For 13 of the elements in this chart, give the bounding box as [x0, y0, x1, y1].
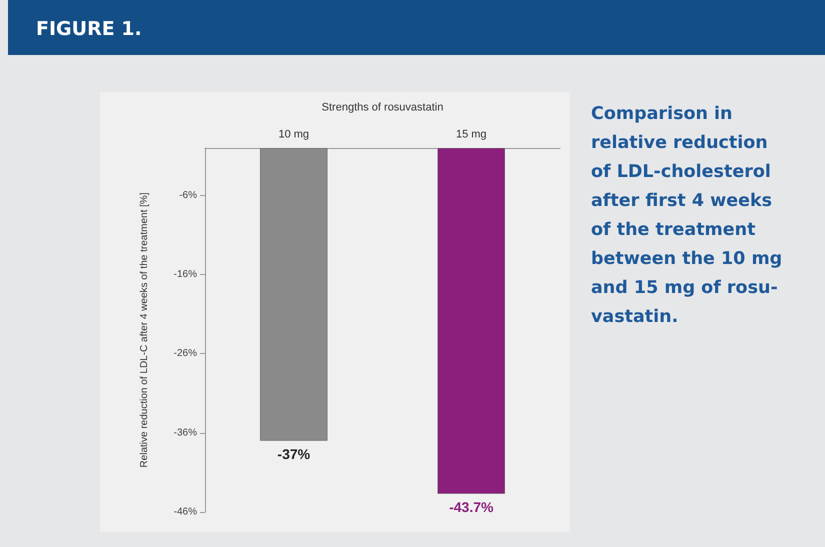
y-axis-title: Relative reduction of LDL-C after 4 weeks of the treatment [%]: [139, 192, 150, 468]
y-tick-label: -36%: [174, 427, 198, 438]
x-tick-label: 15 mg: [456, 128, 487, 140]
y-tick-label: -46%: [174, 506, 198, 518]
y-tick-label: -16%: [174, 269, 198, 280]
x-tick-label: 10 mg: [278, 128, 310, 140]
y-tick-label: -26%: [174, 348, 198, 360]
text: Comparison in relative reduction of LDL-cholesterol after first 4 weeks of the treatment between the 10 mg and 15 mg of rosu-vastatin.: [591, 103, 784, 329]
x-axis-title: Strengths of rosuvastatin: [322, 102, 444, 114]
chart-title: FIGURE 1.: [8, 0, 825, 55]
y-tick-label: -6%: [179, 190, 198, 201]
data-label: -43.7%: [449, 498, 494, 515]
data-label: -37%: [277, 446, 311, 462]
